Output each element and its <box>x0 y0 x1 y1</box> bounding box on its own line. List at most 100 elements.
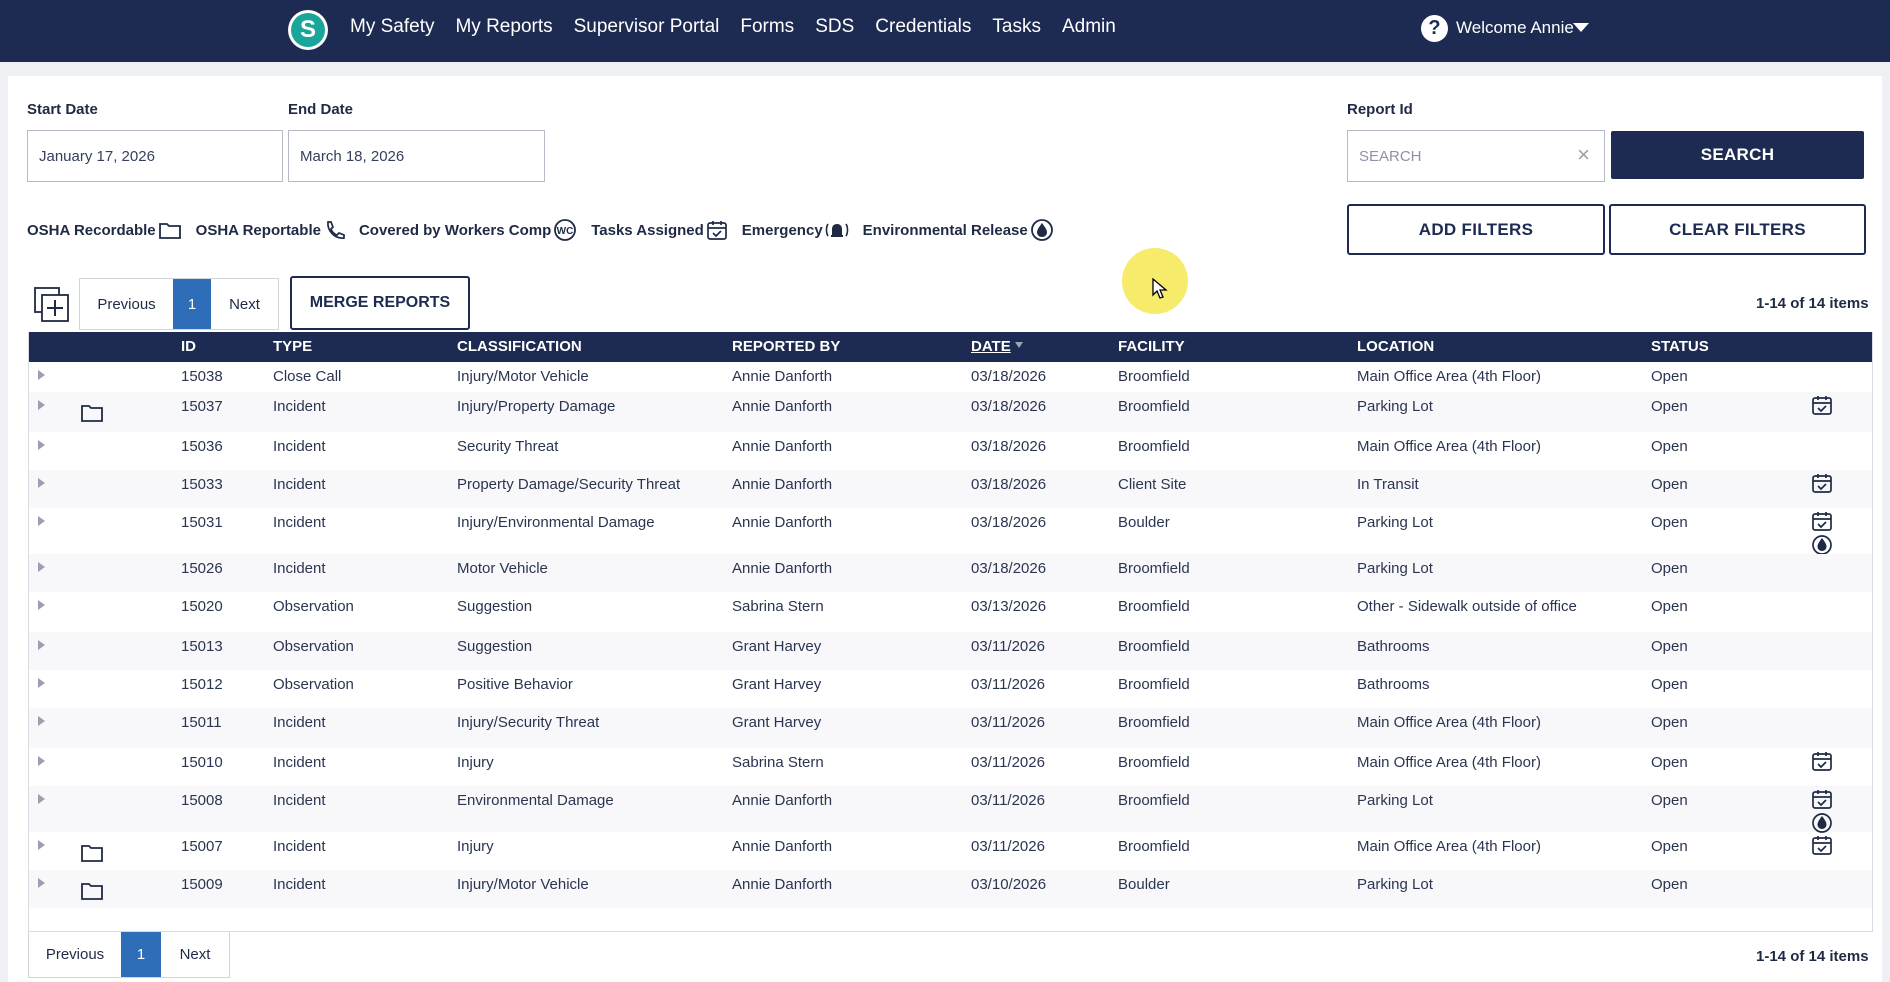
table-row[interactable]: 15036 Incident Security Threat Annie Danfor… <box>29 432 1872 470</box>
expand-row-icon[interactable] <box>38 678 45 688</box>
table-row[interactable]: 15037 Incident Injury/Property Damage Annie… <box>29 392 1872 432</box>
expand-row-icon[interactable] <box>38 400 45 410</box>
legend-label: Environmental Release <box>862 221 1028 239</box>
row-status-icons <box>1811 472 1833 494</box>
cell-date: 03/11/2026 <box>971 638 1045 655</box>
cell-classification: Injury <box>457 838 494 855</box>
previous-page-button[interactable]: Previous <box>97 295 156 313</box>
header-location[interactable]: LOCATION <box>1357 338 1435 355</box>
expand-row-icon[interactable] <box>38 478 45 488</box>
expand-row-icon[interactable] <box>38 716 45 726</box>
nav-link-sds[interactable]: SDS <box>815 16 855 37</box>
cell-classification: Motor Vehicle <box>457 560 548 577</box>
add-filters-button[interactable]: ADD FILTERS <box>1347 204 1605 255</box>
table-row[interactable]: 15033 Incident Property Damage/Security Th… <box>29 470 1872 508</box>
legend-label: Emergency <box>741 221 823 239</box>
expand-row-icon[interactable] <box>38 440 45 450</box>
cell-facility: Broomfield <box>1118 714 1190 731</box>
header-reported-by[interactable]: REPORTED BY <box>732 338 841 355</box>
header-classification[interactable]: CLASSIFICATION <box>457 338 582 355</box>
expand-row-icon[interactable] <box>38 562 45 572</box>
folder-icon[interactable] <box>80 403 104 423</box>
cell-facility: Boulder <box>1118 876 1170 893</box>
legend-tasks-assigned: Tasks Assigned <box>591 219 728 241</box>
cell-id: 15011 <box>181 714 222 731</box>
expand-row-icon[interactable] <box>38 878 45 888</box>
item-count: 1-14 of 14 items <box>1756 948 1869 965</box>
table-row[interactable]: 15009 Incident Injury/Motor Vehicle Annie D… <box>29 870 1872 908</box>
table-row[interactable]: 15031 Incident Injury/Environmental Damage… <box>29 508 1872 555</box>
expand-row-icon[interactable] <box>38 756 45 766</box>
cell-reported-by: Sabrina Stern <box>732 598 824 615</box>
folder-icon[interactable] <box>80 881 104 901</box>
nav-link-forms[interactable]: Forms <box>740 16 795 37</box>
cell-reported-by: Grant Harvey <box>732 638 822 655</box>
table-row[interactable]: 15008 Incident Environmental Damage Annie D… <box>29 786 1872 833</box>
cell-id: 15007 <box>181 838 223 855</box>
cell-id: 15010 <box>181 754 223 771</box>
alarm-icon <box>825 223 848 237</box>
next-page-button[interactable]: Next <box>179 946 211 963</box>
expand-row-icon[interactable] <box>38 840 45 850</box>
nav-link-my-reports[interactable]: My Reports <box>455 16 553 37</box>
previous-page-button[interactable]: Previous <box>45 946 105 963</box>
next-page-button[interactable]: Next <box>229 295 260 313</box>
top-navigation-bar: S My Safety My Reports Supervisor Portal… <box>0 0 1890 62</box>
table-row[interactable]: 15026 Incident Motor Vehicle Annie Danforth… <box>29 554 1872 592</box>
nav-link-supervisor-portal[interactable]: Supervisor Portal <box>573 16 720 37</box>
merge-select-icon[interactable] <box>33 286 71 324</box>
cell-facility: Broomfield <box>1118 438 1190 455</box>
table-row[interactable]: 15013 Observation Suggestion Grant Harvey 03… <box>29 632 1872 670</box>
cell-facility: Broomfield <box>1118 792 1190 809</box>
report-id-search-input[interactable] <box>1348 131 1568 181</box>
table-row[interactable]: 15010 Incident Injury Sabrina Stern 03/11/20… <box>29 748 1872 786</box>
nav-link-my-safety[interactable]: My Safety <box>350 16 435 37</box>
table-row[interactable]: 15011 Incident Injury/Security Threat Grant… <box>29 708 1872 748</box>
cell-type: Observation <box>273 598 354 615</box>
chevron-down-icon[interactable] <box>1573 23 1589 32</box>
logo-letter: S <box>291 13 325 47</box>
page-number-button[interactable]: 1 <box>121 932 161 977</box>
search-button[interactable]: SEARCH <box>1611 131 1864 179</box>
cell-reported-by: Sabrina Stern <box>732 754 824 771</box>
cell-reported-by: Annie Danforth <box>732 792 833 809</box>
cell-facility: Boulder <box>1118 514 1170 531</box>
cell-type: Incident <box>273 838 326 855</box>
start-date-label: Start Date <box>27 101 98 118</box>
nav-link-admin[interactable]: Admin <box>1061 16 1116 37</box>
cell-date: 03/18/2026 <box>971 398 1047 415</box>
table-row[interactable]: 15012 Observation Positive Behavior Grant H… <box>29 670 1872 708</box>
header-status[interactable]: STATUS <box>1651 338 1709 355</box>
expand-row-icon[interactable] <box>38 370 45 380</box>
cell-location: Other - Sidewalk outside of office <box>1357 598 1577 615</box>
expand-row-icon[interactable] <box>38 516 45 526</box>
nav-link-tasks[interactable]: Tasks <box>992 16 1041 37</box>
header-date[interactable]: DATE <box>971 338 1023 355</box>
help-icon[interactable]: ? <box>1421 15 1448 42</box>
close-icon[interactable]: × <box>1577 142 1590 167</box>
nav-link-credentials[interactable]: Credentials <box>875 16 972 37</box>
merge-reports-button[interactable]: MERGE REPORTS <box>290 276 470 330</box>
expand-row-icon[interactable] <box>38 600 45 610</box>
table-row[interactable]: 15038 Close Call Injury/Motor Vehicle Annie… <box>29 362 1872 392</box>
table-row[interactable]: 15020 Observation Suggestion Sabrina Stern 0… <box>29 592 1872 632</box>
table-row[interactable]: 15007 Incident Injury Annie Danforth 03/11/2… <box>29 832 1872 870</box>
welcome-user-menu[interactable]: Welcome Annie <box>1456 18 1574 37</box>
cell-status: Open <box>1651 792 1688 809</box>
end-date-input[interactable]: March 18, 2026 <box>288 130 545 182</box>
header-id[interactable]: ID <box>181 338 196 355</box>
cell-facility: Client Site <box>1118 476 1187 493</box>
header-facility[interactable]: FACILITY <box>1118 338 1185 355</box>
cell-location: Bathrooms <box>1357 676 1430 693</box>
app-logo[interactable]: S <box>288 10 328 50</box>
start-date-input[interactable]: January 17, 2026 <box>27 130 283 182</box>
calendar-check-icon <box>1812 790 1832 809</box>
cell-date: 03/18/2026 <box>971 560 1047 577</box>
folder-icon[interactable] <box>80 843 104 863</box>
header-type[interactable]: TYPE <box>273 338 313 355</box>
page-number-button[interactable]: 1 <box>173 279 211 329</box>
clear-filters-button[interactable]: CLEAR FILTERS <box>1609 204 1866 255</box>
expand-row-icon[interactable] <box>38 794 45 804</box>
expand-row-icon[interactable] <box>38 640 45 650</box>
cell-id: 15013 <box>181 638 223 655</box>
